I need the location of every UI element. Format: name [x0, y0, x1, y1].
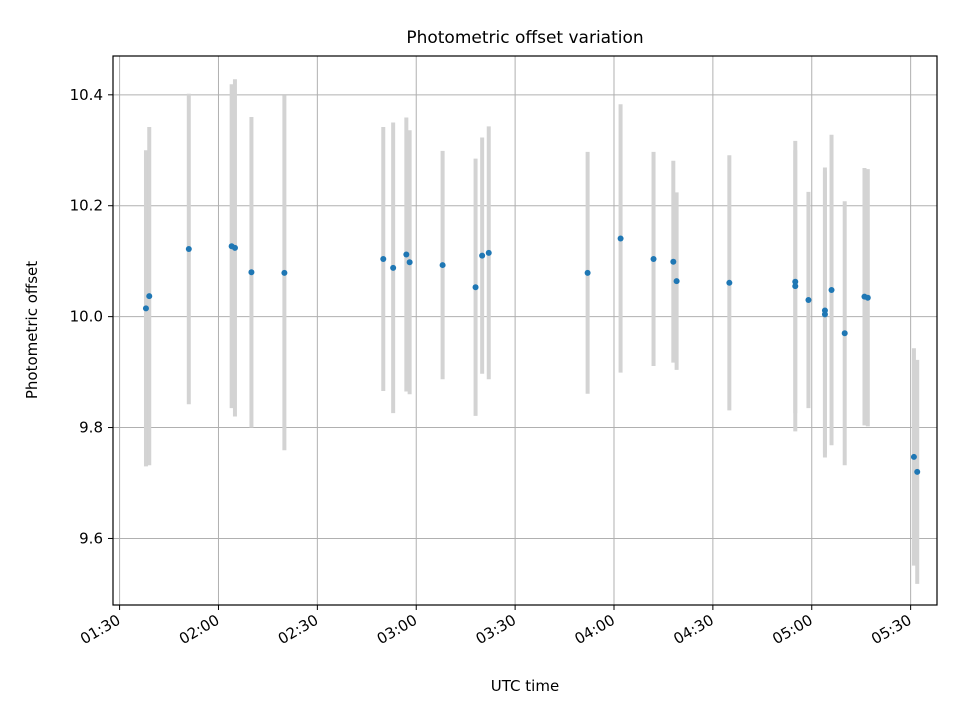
data-point: [479, 252, 486, 259]
data-point: [231, 244, 238, 251]
y-tick-label: 9.8: [79, 419, 103, 437]
data-point: [792, 283, 799, 290]
data-point: [650, 255, 657, 262]
data-point: [146, 293, 153, 300]
data-point: [439, 262, 446, 269]
data-point: [390, 264, 397, 271]
y-tick-label: 10.4: [70, 86, 103, 104]
chart-title: Photometric offset variation: [406, 28, 643, 48]
data-point: [805, 297, 812, 303]
data-point: [617, 235, 624, 242]
data-point: [185, 245, 192, 252]
data-point: [472, 284, 479, 291]
data-point: [406, 259, 413, 266]
data-point: [403, 251, 410, 258]
y-axis-label: Photometric offset: [23, 261, 41, 399]
data-point: [828, 287, 835, 294]
plot-frame: [112, 55, 938, 606]
x-axis-label: UTC time: [491, 677, 559, 695]
data-point: [673, 278, 680, 285]
data-point: [485, 249, 492, 256]
data-point: [726, 279, 733, 286]
data-point: [914, 468, 921, 475]
data-point: [910, 453, 917, 460]
data-points: [142, 235, 921, 475]
data-point: [841, 330, 848, 337]
data-point: [864, 294, 871, 301]
data-point: [380, 255, 387, 262]
data-point: [248, 269, 255, 276]
y-axis-ticks: 9.6 9.8 10.0 10.2 10.4: [70, 86, 113, 547]
data-point: [670, 258, 677, 265]
data-point: [584, 269, 591, 276]
data-point: [281, 269, 288, 276]
data-point: [821, 311, 828, 318]
data-point: [142, 305, 149, 312]
y-tick-label: 10.0: [70, 308, 103, 326]
y-tick-label: 10.2: [70, 197, 103, 215]
data-point: [792, 278, 799, 285]
y-tick-label: 9.6: [79, 529, 103, 547]
